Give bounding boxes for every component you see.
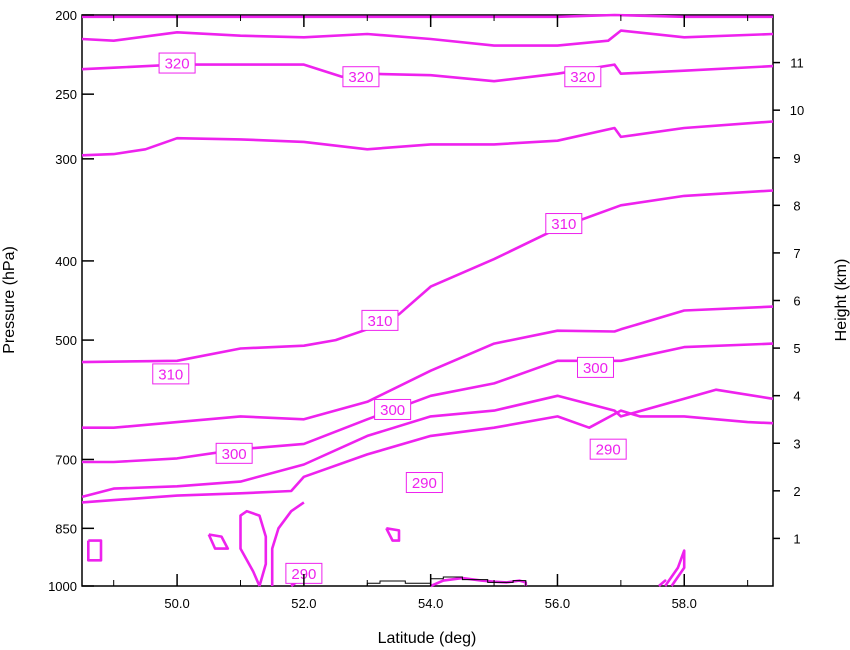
contour-label-box [564, 66, 602, 88]
y-tick-label: 400 [55, 254, 77, 269]
x-tick-label: 56.0 [545, 596, 570, 611]
contour-line [239, 509, 268, 587]
x-axis-title: Latitude (deg) [378, 630, 477, 647]
contour-label: 310 [545, 213, 583, 235]
contour-line [207, 533, 230, 550]
contour-label: 320 [564, 66, 602, 88]
y2-tick-label: 1 [793, 531, 800, 546]
contour-label-box [361, 309, 399, 331]
plot-frame [81, 14, 774, 587]
y2-tick-label: 10 [790, 103, 804, 118]
contour-label: 300 [374, 398, 412, 420]
y-tick-label: 250 [55, 87, 77, 102]
contour-label-text: 290 [596, 442, 621, 459]
y2-tick-label: 8 [793, 198, 800, 213]
contour-label-text: 320 [165, 56, 190, 73]
y-axis-height: 1 2 3 4 5 6 7 8 9 10 11 [773, 56, 804, 546]
contour-label: 290 [589, 438, 627, 460]
y2-tick-label: 3 [793, 436, 800, 451]
y2-tick-label: 5 [793, 341, 800, 356]
contour-line [385, 527, 401, 542]
contour-label: 310 [361, 309, 399, 331]
y-tick-label: 500 [55, 333, 77, 348]
contour-label-text: 310 [367, 313, 392, 330]
contour-label-text: 290 [412, 475, 437, 492]
y2-axis-title: Height (km) [833, 259, 850, 342]
y2-tick-label: 7 [793, 246, 800, 261]
contour-line [81, 120, 774, 157]
contour-label-box [405, 472, 443, 494]
y2-tick-label: 4 [793, 389, 800, 404]
y-axis-title: Pressure (hPa) [1, 246, 18, 354]
contour-line [270, 501, 305, 586]
terrain-layer [366, 576, 527, 586]
y-tick-label: 200 [55, 8, 77, 23]
y-tick-label: 300 [55, 152, 77, 167]
contour-line [87, 539, 103, 562]
x-tick-label: 54.0 [418, 596, 443, 611]
contour-line [81, 189, 774, 364]
contour-label: 310 [152, 363, 190, 385]
y2-tick-label: 9 [793, 151, 800, 166]
contour-label-text: 320 [570, 69, 595, 86]
contour-label-box [576, 356, 614, 378]
y2-tick-label: 2 [793, 484, 800, 499]
x-tick-label: 58.0 [672, 596, 697, 611]
contour-label: 300 [215, 442, 253, 464]
contour-line [664, 549, 686, 587]
contour-label-text: 320 [348, 69, 373, 86]
x-tick-label: 50.0 [164, 596, 189, 611]
contour-line [658, 579, 667, 587]
contour-label-box [158, 52, 196, 74]
contour-label: 290 [405, 472, 443, 494]
contours-layer [81, 13, 774, 588]
x-tick-label: 52.0 [291, 596, 316, 611]
contour-label-text: 300 [583, 360, 608, 377]
contour-label-box [152, 363, 190, 385]
contour-line [81, 388, 774, 499]
terrain-outline [366, 576, 527, 586]
contour-label-box [545, 213, 583, 235]
contour-line [82, 305, 774, 429]
contour-label-box [342, 66, 380, 88]
y2-tick-label: 6 [793, 294, 800, 309]
y-tick-label: 700 [55, 452, 77, 467]
contour-label-box [589, 438, 627, 460]
contour-label-box [215, 442, 253, 464]
contour-label: 300 [576, 356, 614, 378]
contour-line [81, 29, 774, 47]
contour-label-box [374, 398, 412, 420]
contour-label-text: 300 [222, 446, 247, 463]
x-axis: 50.0 52.0 54.0 56.0 58.0 [113, 15, 749, 611]
y2-tick-label: 11 [790, 56, 804, 71]
contour-line [81, 409, 774, 504]
contour-label: 320 [342, 66, 380, 88]
contour-label: 320 [158, 52, 196, 74]
contour-label-text: 300 [380, 402, 405, 419]
y-tick-label: 1000 [48, 579, 77, 594]
y-tick-label: 850 [55, 521, 77, 536]
contour-line [82, 342, 774, 464]
contour-label-text: 310 [551, 216, 576, 233]
y-axis-pressure: 200 250 300 400 500 700 850 1000 [48, 8, 94, 594]
contour-label-text: 310 [158, 366, 183, 383]
